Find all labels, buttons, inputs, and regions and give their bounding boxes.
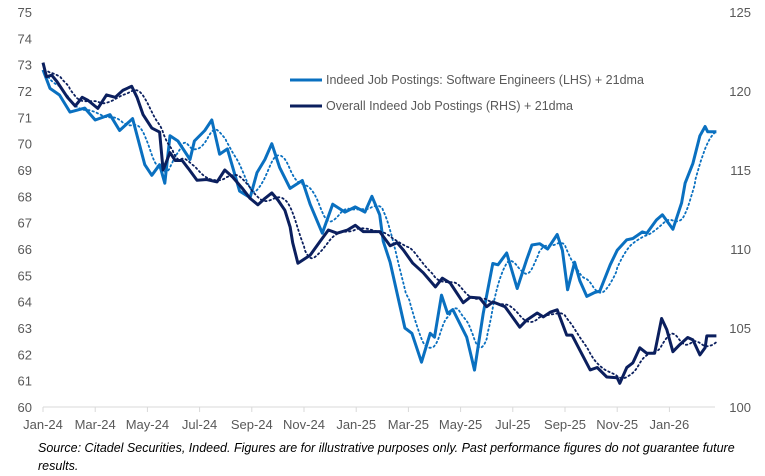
right-y-tick-label: 125: [729, 5, 751, 20]
series-lines: [41, 62, 718, 385]
left-y-tick-label: 62: [18, 347, 32, 362]
x-axis: Jan-24 Mar-24 May-24 Jul-24 Sep-24 Nov-24 Jan-…: [23, 406, 715, 432]
left-y-axis: 60 61 62 63 64 65 66 67 68 69 70 71 72 73 74 75: [18, 5, 32, 415]
legend-label-overall: Overall Indeed Job Postings (RHS) + 21dm…: [326, 99, 573, 113]
left-y-tick-label: 61: [18, 374, 32, 389]
left-y-tick-label: 73: [18, 58, 32, 73]
x-tick-label: Jan-26: [650, 417, 690, 432]
x-tick-label: Jan-24: [23, 417, 63, 432]
software-engineers-series-line: [41, 69, 717, 372]
overall-21dma-line: [47, 70, 718, 380]
x-tick-label: Sep-25: [544, 417, 586, 432]
left-y-tick-label: 66: [18, 242, 32, 257]
left-y-tick-label: 68: [18, 189, 32, 204]
software-engineers-21dma-line: [47, 75, 718, 349]
legend: Indeed Job Postings: Software Engineers …: [290, 73, 644, 113]
x-tick-label: Nov-24: [283, 417, 325, 432]
left-y-tick-label: 60: [18, 400, 32, 415]
right-y-tick-label: 100: [729, 400, 751, 415]
left-y-tick-label: 74: [18, 31, 32, 46]
right-y-tick-label: 110: [730, 242, 751, 257]
left-y-tick-label: 72: [18, 84, 32, 99]
x-tick-label: Jul-24: [182, 417, 217, 432]
x-tick-label: Jan-25: [336, 417, 376, 432]
right-y-tick-label: 105: [729, 321, 751, 336]
x-tick-label: Mar-25: [388, 417, 429, 432]
right-y-tick-label: 115: [730, 163, 751, 178]
x-tick-label: Nov-25: [596, 417, 638, 432]
source-footnote: Source: Citadel Securities, Indeed. Figu…: [38, 441, 735, 473]
left-y-tick-label: 69: [18, 163, 32, 178]
x-tick-label: May-24: [126, 417, 169, 432]
x-tick-label: May-25: [439, 417, 482, 432]
left-y-tick-label: 75: [18, 5, 32, 20]
overall-series-line: [41, 62, 717, 385]
left-y-tick-label: 70: [18, 137, 32, 152]
x-tick-label: Jul-25: [495, 417, 530, 432]
right-y-axis: 100 105 110 115 120 125: [729, 5, 751, 415]
left-y-tick-label: 71: [18, 110, 32, 125]
left-y-tick-label: 65: [18, 268, 32, 283]
x-tick-label: Mar-24: [75, 417, 116, 432]
left-y-tick-label: 63: [18, 321, 32, 336]
right-y-tick-label: 120: [729, 84, 751, 99]
left-y-tick-label: 64: [18, 295, 32, 310]
left-y-tick-label: 67: [18, 216, 32, 231]
legend-label-software-engineers: Indeed Job Postings: Software Engineers …: [326, 73, 644, 87]
x-tick-label: Sep-24: [231, 417, 273, 432]
